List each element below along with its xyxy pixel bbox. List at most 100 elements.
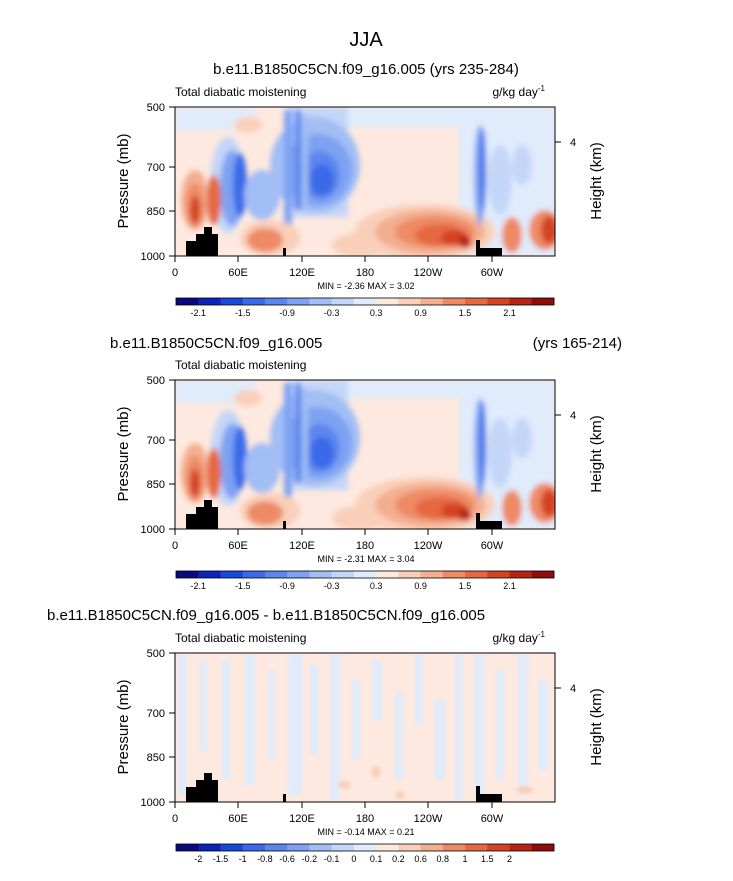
colorbar-3-swatch-4 — [264, 844, 288, 851]
colorbar-3-swatch-16 — [531, 844, 555, 851]
colorbar-3-swatch-3 — [242, 844, 266, 851]
colorbar-2-label-3: -0.3 — [324, 581, 340, 591]
colorbar-1-frame — [175, 297, 555, 306]
colorbar-3-swatch-0 — [176, 844, 199, 851]
colorbar-2-label-7: 2.1 — [503, 581, 516, 591]
colorbar-1-label-0: -2.1 — [190, 308, 206, 318]
colorbar-3-label-8: 0.1 — [370, 854, 383, 864]
colorbar-1-swatch-15 — [509, 298, 533, 305]
panel-1-units-exp: -1 — [538, 84, 546, 93]
colorbar-1-swatch-1 — [198, 298, 221, 305]
colorbar-1-label-3: -0.3 — [324, 308, 340, 318]
colorbar-1-swatch-4 — [264, 298, 288, 305]
colorbar-2-swatch-3 — [242, 571, 266, 578]
colorbar-1-label-2: -0.9 — [279, 308, 295, 318]
colorbar-1-swatch-5 — [287, 298, 310, 305]
colorbar-2-swatch-2 — [220, 571, 244, 578]
colorbar-3-swatch-10 — [398, 844, 421, 851]
colorbar-3-label-3: -0.8 — [257, 854, 273, 864]
panel-1-xtick-5: 60W — [481, 267, 504, 279]
panel-3-y2label: Height (km) — [588, 688, 605, 766]
colorbar-1-swatch-3 — [242, 298, 266, 305]
panel-2-ytick-2: 850 — [147, 479, 165, 491]
panel-1-xtick-3: 180 — [356, 267, 374, 279]
panel-3-ytick-1: 700 — [147, 708, 165, 720]
colorbar-3-label-12: 1 — [463, 854, 468, 864]
panel-3-units-text: g/kg day — [493, 631, 538, 645]
colorbar-2-swatch-9 — [376, 571, 399, 578]
colorbar-2-frame — [175, 570, 555, 579]
panel-3-ytick-0: 500 — [147, 648, 165, 660]
panel-3-colorbar: -2 -1.5 -1 -0.8 -0.6 -0.2 -0.1 0 0.1 0.2 0.6 0.8 1 1.… — [175, 843, 555, 864]
colorbar-3-label-13: 1.5 — [481, 854, 494, 864]
panel-1-land — [186, 227, 502, 256]
panel-1-ytick-2: 850 — [147, 206, 165, 218]
colorbar-2-swatch-13 — [465, 571, 488, 578]
panel-3-xtick-3: 180 — [356, 813, 374, 825]
panel-2-xtick-5: 60W — [481, 540, 504, 552]
panel-2-title: b.e11.B1850C5CN.f09_g16.005 — [110, 335, 322, 352]
colorbar-3-swatch-6 — [309, 844, 332, 851]
colorbar-1-swatch-6 — [309, 298, 332, 305]
colorbar-3-label-6: -0.1 — [324, 854, 340, 864]
panel-2-y2label: Height (km) — [588, 415, 605, 493]
colorbar-2-label-6: 1.5 — [459, 581, 472, 591]
colorbar-3-swatch-8 — [353, 844, 377, 851]
panel-3-stats: MIN = -0.14 MAX = 0.21 — [317, 827, 414, 837]
panel-3-ytick-2: 850 — [147, 752, 165, 764]
panel-1-y2tick-0: 4 — [570, 137, 576, 149]
colorbar-2-swatch-5 — [287, 571, 310, 578]
colorbar-3-label-0: -2 — [194, 854, 202, 864]
colorbar-1-swatch-12 — [442, 298, 466, 305]
panel-1: b.e11.B1850C5CN.f09_g16.005 (yrs 235-284… — [115, 61, 605, 318]
panel-3-ytick-3: 1000 — [141, 797, 165, 809]
panel-2-y2tick-0: 4 — [570, 410, 576, 422]
colorbar-3-swatch-1 — [198, 844, 221, 851]
colorbar-2-swatch-0 — [176, 571, 199, 578]
colorbar-1-swatch-13 — [465, 298, 488, 305]
colorbar-2-swatch-14 — [487, 571, 510, 578]
panel-2-xtick-3: 180 — [356, 540, 374, 552]
colorbar-1-swatch-9 — [376, 298, 399, 305]
panel-1-left-title: Total diabatic moistening — [175, 85, 306, 99]
colorbar-2-label-1: -1.5 — [235, 581, 251, 591]
panel-1-ytick-3: 1000 — [141, 251, 165, 263]
panel-1-xtick-1: 60E — [228, 267, 248, 279]
colorbar-3-swatch-12 — [442, 844, 466, 851]
panel-1-xtick-2: 120E — [289, 267, 315, 279]
colorbar-3-label-9: 0.2 — [392, 854, 405, 864]
colorbar-1-swatch-14 — [487, 298, 510, 305]
colorbar-1-label-4: 0.3 — [370, 308, 383, 318]
colorbar-1-label-5: 0.9 — [414, 308, 427, 318]
panel-1-field — [175, 107, 555, 256]
panel-1-units-text: g/kg day — [493, 85, 538, 99]
colorbar-1-swatch-11 — [420, 298, 444, 305]
panel-2-xtick-2: 120E — [289, 540, 315, 552]
colorbar-1-label-6: 1.5 — [459, 308, 472, 318]
colorbar-1-swatch-16 — [531, 298, 555, 305]
colorbar-2-label-0: -2.1 — [190, 581, 206, 591]
panel-3-title: b.e11.B1850C5CN.f09_g16.005 - b.e11.B185… — [47, 607, 485, 624]
panel-1-colorbar: -2.1 -1.5 -0.9 -0.3 0.3 0.9 1.5 2.1 — [175, 297, 555, 318]
panel-3-xtick-2: 120E — [289, 813, 315, 825]
panel-1-ytick-1: 700 — [147, 162, 165, 174]
panel-3-y2tick-0: 4 — [570, 683, 576, 695]
panel-3-xtick-5: 60W — [481, 813, 504, 825]
panel-1-ytick-0: 500 — [147, 102, 165, 114]
colorbar-1-swatch-7 — [331, 298, 355, 305]
panel-2-xtick-1: 60E — [228, 540, 248, 552]
panel-1-title: b.e11.B1850C5CN.f09_g16.005 (yrs 235-284… — [213, 61, 519, 78]
colorbar-3-frame — [175, 843, 555, 852]
colorbar-2-label-5: 0.9 — [414, 581, 427, 591]
colorbar-3-swatch-9 — [376, 844, 399, 851]
colorbar-2-label-2: -0.9 — [279, 581, 295, 591]
colorbar-3-swatch-13 — [465, 844, 488, 851]
colorbar-2-swatch-12 — [442, 571, 466, 578]
panel-2-years: (yrs 165-214) — [533, 335, 622, 352]
colorbar-3-swatch-2 — [220, 844, 244, 851]
colorbar-3-swatch-5 — [287, 844, 310, 851]
panel-3-xtick-0: 0 — [172, 813, 178, 825]
panel-2-ytick-3: 1000 — [141, 524, 165, 536]
panel-1-ylabel: Pressure (mb) — [115, 133, 132, 228]
